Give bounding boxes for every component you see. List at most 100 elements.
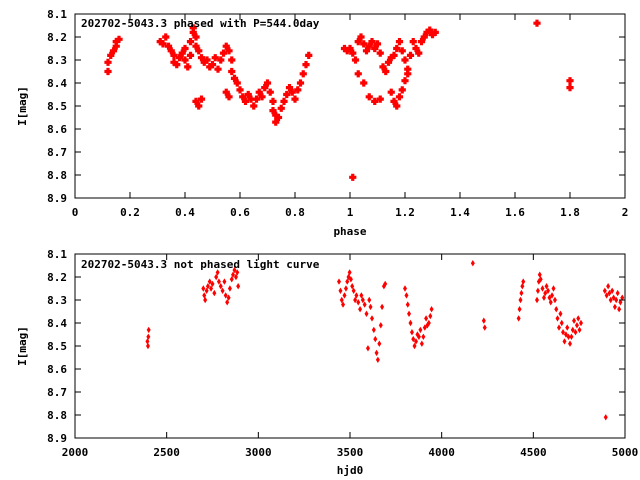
- phased-data-point: [343, 47, 351, 55]
- unphased-data-point: [345, 278, 350, 285]
- phased-data-point: [189, 28, 197, 36]
- unphased-data-point: [343, 285, 348, 292]
- unphased-x-tick-label: 2500: [153, 446, 180, 459]
- phased-x-tick-label: 1.4: [450, 206, 470, 219]
- phased-data-point: [288, 88, 296, 96]
- unphased-data-point: [348, 276, 353, 283]
- phased-data-point: [382, 67, 390, 76]
- phased-data-point: [222, 88, 230, 96]
- unphased-ticks: 2000 2500 3000 3500 4000 4500 5000 8.1 8.2 8.3 8.4…: [47, 248, 638, 459]
- phased-data-point: [225, 93, 233, 101]
- unphased-data-point: [518, 296, 523, 304]
- unphased-data-point: [365, 345, 370, 352]
- phased-data-point: [170, 51, 178, 59]
- unphased-data-point: [227, 285, 232, 292]
- phased-data-point: [302, 61, 310, 69]
- unphased-data-point: [548, 299, 553, 306]
- phased-data-point: [173, 61, 181, 69]
- unphased-data-point: [602, 287, 607, 294]
- phased-data-point: [208, 61, 217, 69]
- unphased-data-point: [375, 356, 380, 363]
- unphased-data-point: [614, 296, 619, 304]
- unphased-data-point: [555, 315, 560, 322]
- unphased-data-point: [337, 278, 341, 285]
- unphased-data-point: [470, 260, 475, 267]
- phased-data-point: [244, 90, 252, 99]
- phased-data-point: [412, 44, 420, 53]
- phased-data-point: [305, 51, 313, 59]
- unphased-panel: 2000 2500 3000 3500 4000 4500 5000 8.1 8.2 8.3 8.4…: [16, 248, 638, 477]
- phased-data-point: [167, 47, 175, 55]
- unphased-data-point: [214, 273, 219, 281]
- unphased-data-point: [577, 326, 582, 334]
- unphased-data-point: [409, 329, 414, 336]
- unphased-data-point: [407, 310, 412, 317]
- phased-data-point: [404, 65, 412, 73]
- unphased-data-point: [419, 340, 424, 347]
- unphased-data-point: [547, 294, 552, 301]
- phased-data-point: [263, 79, 272, 87]
- unphased-data-point: [604, 292, 609, 299]
- phased-x-tick-label: 0: [72, 206, 79, 219]
- unphased-data-point: [411, 335, 416, 343]
- unphased-data-point: [429, 306, 434, 313]
- unphased-data-point: [235, 269, 240, 276]
- phased-data-point: [115, 35, 123, 43]
- phased-data-point: [340, 44, 349, 53]
- phased-data-point: [283, 90, 291, 99]
- phased-y-tick-label: 8.4: [47, 77, 67, 90]
- unphased-data-point: [367, 296, 372, 304]
- phased-data-point: [217, 56, 225, 64]
- phased-data-point: [406, 51, 415, 59]
- unphased-data-point: [338, 287, 343, 294]
- unphased-data-point: [610, 287, 615, 294]
- unphased-data-point: [362, 301, 367, 308]
- unphased-data-point: [368, 303, 373, 311]
- unphased-data-point: [546, 287, 550, 294]
- unphased-x-tick-label: 3500: [337, 446, 364, 459]
- phased-data-point: [376, 49, 384, 57]
- phased-ticks: 0 0.2 0.4 0.6 0.8 1 1.2 1.4 1.6 1.8 2 8.1 8.2 8.3 8.4 8…: [47, 8, 628, 219]
- unphased-data-point: [535, 287, 540, 294]
- phased-data-point: [384, 58, 393, 66]
- phased-data-point: [360, 79, 368, 87]
- unphased-data-point: [220, 287, 225, 294]
- unphased-data-point: [351, 287, 356, 294]
- unphased-y-tick-label: 8.5: [47, 340, 67, 353]
- phased-data-point: [420, 33, 428, 41]
- phased-data-point: [162, 33, 170, 41]
- phased-data-point: [159, 40, 167, 48]
- phased-data-point: [186, 38, 195, 46]
- unphased-data-point: [612, 303, 617, 311]
- unphased-points: [145, 260, 625, 421]
- phased-data-point: [398, 86, 406, 94]
- phased-data-point: [349, 173, 357, 181]
- unphased-data-point: [408, 319, 413, 327]
- phased-y-tick-label: 8.9: [47, 192, 67, 205]
- phased-data-point: [360, 40, 368, 48]
- unphased-data-point: [215, 269, 220, 276]
- phased-x-tick-label: 0.6: [230, 206, 250, 219]
- unphased-data-point: [568, 340, 572, 347]
- unphased-data-point: [552, 296, 557, 304]
- unphased-data-point: [603, 414, 608, 421]
- unphased-data-point: [551, 285, 556, 292]
- unphased-data-point: [572, 317, 577, 324]
- phased-data-point: [104, 58, 112, 66]
- unphased-chart-title: 202702-5043.3 not phased light curve: [81, 258, 320, 271]
- phased-data-point: [379, 63, 387, 71]
- phased-data-point: [274, 113, 283, 122]
- unphased-data-point: [146, 333, 151, 340]
- unphased-data-point: [205, 283, 210, 290]
- phased-data-point: [236, 86, 244, 94]
- unphased-data-point: [540, 285, 545, 292]
- phased-data-point: [200, 58, 208, 66]
- unphased-data-point: [212, 289, 217, 297]
- phased-data-point: [404, 70, 412, 78]
- phased-data-point: [181, 44, 189, 53]
- unphased-data-point: [403, 285, 407, 292]
- phased-data-point: [269, 97, 277, 105]
- phased-data-point: [401, 56, 409, 64]
- phased-x-tick-label: 0.2: [120, 206, 140, 219]
- phased-data-point: [566, 77, 574, 85]
